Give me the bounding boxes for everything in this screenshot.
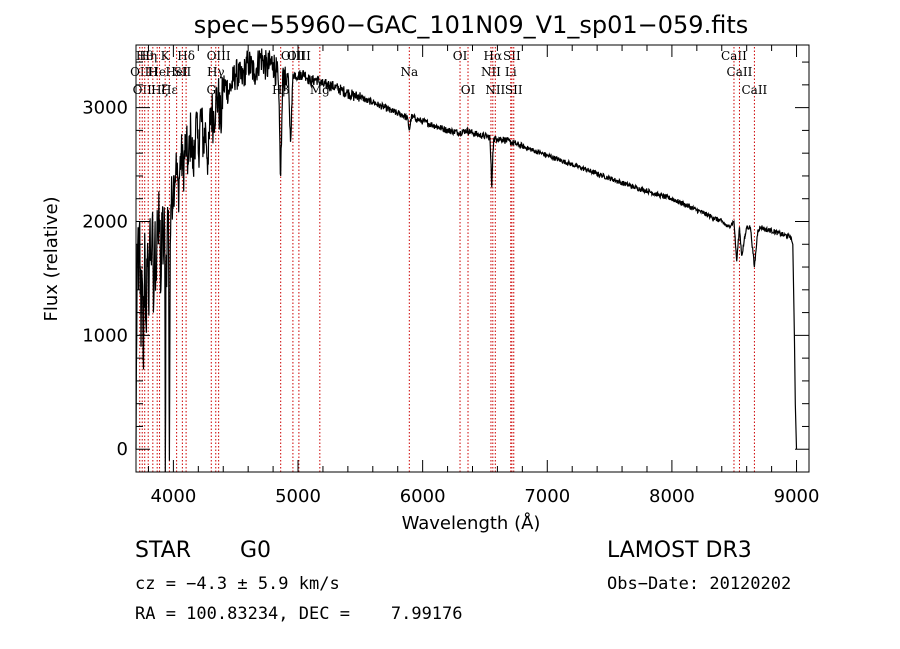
spectral-line-label-27: SII: [505, 83, 523, 97]
spectral-line-label-16: OIII: [281, 49, 305, 63]
spectral-line-label-10: SII: [174, 65, 192, 79]
chart-title: spec−55960−GAC_101N09_V1_sp01−059.fits: [194, 11, 748, 39]
y-tick-label-0: 0: [117, 439, 128, 460]
cz-text: cz = −4.3 ± 5.9 km/s: [135, 574, 340, 594]
y-tick-label-2: 2000: [82, 211, 128, 232]
y-axis-label: Flux (relative): [41, 196, 62, 321]
spectral-line-label-19: Na: [400, 65, 418, 79]
spectral-line-label-24: NII: [485, 83, 505, 97]
spectral-line-label-22: NII: [481, 65, 501, 79]
x-tick-label-2: 6000: [400, 486, 446, 507]
spectral-line-label-17: OIII: [287, 49, 311, 63]
spectral-line-label-8: Hε: [161, 83, 178, 97]
survey-label: LAMOST DR3: [607, 538, 752, 563]
spectral-line-label-1: OII: [133, 83, 153, 97]
spectral-line-label-2: Hθ: [136, 49, 154, 63]
spectral-line-label-23: Hα: [484, 49, 503, 63]
x-tick-label-1: 5000: [275, 486, 321, 507]
spectral-line-label-20: OI: [453, 49, 468, 63]
spectral-lines-layer: OIIOIIHθHηHHeHζKHεHeISIIHδGHγOIIIHβOIIIO…: [130, 47, 768, 472]
spectral-line-label-5: He: [148, 65, 166, 79]
y-tick-label-1: 1000: [82, 325, 128, 346]
y-tick-label-3: 3000: [82, 98, 128, 119]
plot-frame: [135, 44, 810, 473]
axis-ticks-layer: 4000 5000 6000 7000 8000 9000 0 1000 2000 3000: [82, 45, 819, 507]
spectral-line-label-14: OIII: [207, 49, 231, 63]
obs-date: Obs−Date: 20120202: [607, 574, 792, 594]
spectral-line-label-28: CaII: [721, 49, 747, 63]
spectral-line-label-12: G: [206, 83, 216, 97]
spectral-line-label-6: Hζ: [151, 83, 168, 97]
x-axis-label: Wavelength (Å): [402, 512, 541, 534]
x-tick-label-0: 4000: [150, 486, 196, 507]
spectral-line-label-26: SII: [503, 49, 521, 63]
x-tick-label-4: 8000: [649, 486, 695, 507]
spectral-line-label-29: CaII: [727, 65, 753, 79]
spectral-line-label-11: Hδ: [177, 49, 195, 63]
spectrum-line: [135, 48, 798, 473]
spectral-line-label-18: Mg: [310, 83, 330, 97]
spectral-line-label-4: H: [148, 65, 158, 79]
x-tick-label-5: 9000: [774, 486, 820, 507]
subclass-label: G0: [240, 538, 272, 563]
spectral-line-label-30: CaII: [741, 83, 767, 97]
spectral-line-label-25: Li: [505, 65, 517, 79]
spectral-line-label-3: Hη: [139, 49, 157, 63]
spectral-line-label-15: Hβ: [272, 83, 289, 97]
spectral-line-label-13: Hγ: [207, 65, 225, 79]
x-tick-label-3: 7000: [524, 486, 570, 507]
spectral-line-label-7: K: [161, 49, 171, 63]
class-label: STAR: [135, 538, 192, 563]
radec-text: RA = 100.83234, DEC = 7.99176: [135, 604, 463, 624]
spectral-line-label-21: OI: [461, 83, 476, 97]
